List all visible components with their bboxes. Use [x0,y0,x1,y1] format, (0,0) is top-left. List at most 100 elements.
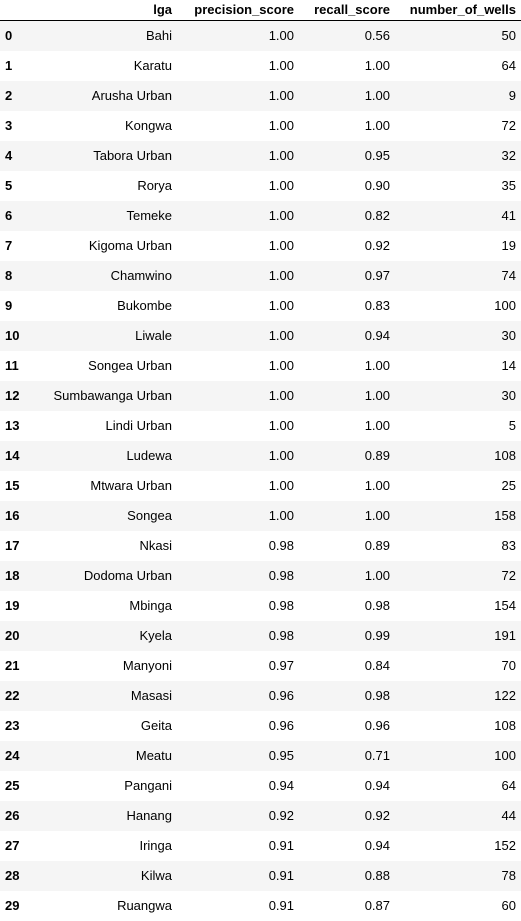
precision-score-cell: 0.98 [177,561,299,591]
table-header: lga precision_score recall_score number_… [0,0,521,21]
lga-cell: Liwale [28,321,177,351]
row-index-cell: 13 [0,411,28,441]
lga-cell: Pangani [28,771,177,801]
row-index-cell: 14 [0,441,28,471]
number-of-wells-cell: 19 [395,231,521,261]
lga-cell: Bukombe [28,291,177,321]
number-of-wells-cell: 50 [395,21,521,52]
row-index-cell: 28 [0,861,28,891]
number-of-wells-cell: 122 [395,681,521,711]
recall-score-cell: 1.00 [299,51,395,81]
recall-score-cell: 1.00 [299,111,395,141]
recall-score-cell: 0.99 [299,621,395,651]
lga-cell: Kongwa [28,111,177,141]
row-index-cell: 9 [0,291,28,321]
lga-cell: Masasi [28,681,177,711]
recall-score-cell: 0.84 [299,651,395,681]
row-index-cell: 15 [0,471,28,501]
number-of-wells-cell: 83 [395,531,521,561]
lga-cell: Mtwara Urban [28,471,177,501]
precision-score-cell: 1.00 [177,231,299,261]
lga-cell: Manyoni [28,651,177,681]
recall-score-cell: 0.98 [299,591,395,621]
header-row: lga precision_score recall_score number_… [0,0,521,21]
precision-score-cell: 0.91 [177,861,299,891]
lga-cell: Ruangwa [28,891,177,921]
precision-score-cell: 0.98 [177,621,299,651]
number-of-wells-cell: 72 [395,561,521,591]
precision-score-cell: 0.98 [177,591,299,621]
precision-score-cell: 1.00 [177,81,299,111]
row-index-cell: 20 [0,621,28,651]
precision-score-cell: 1.00 [177,291,299,321]
number-of-wells-cell: 158 [395,501,521,531]
recall-score-cell: 0.92 [299,801,395,831]
lga-cell: Temeke [28,201,177,231]
precision-score-cell: 1.00 [177,141,299,171]
row-index-cell: 18 [0,561,28,591]
row-index-cell: 7 [0,231,28,261]
lga-cell: Tabora Urban [28,141,177,171]
precision-score-cell: 1.00 [177,51,299,81]
precision-score-cell: 0.95 [177,741,299,771]
row-index-cell: 8 [0,261,28,291]
precision-score-cell: 0.97 [177,651,299,681]
precision-score-cell: 0.96 [177,711,299,741]
recall-score-cell: 1.00 [299,411,395,441]
precision-score-cell: 0.98 [177,531,299,561]
precision-score-cell: 1.00 [177,411,299,441]
precision-score-cell: 0.96 [177,681,299,711]
precision-score-cell: 0.94 [177,771,299,801]
recall-score-cell: 0.98 [299,681,395,711]
number-of-wells-cell: 32 [395,141,521,171]
number-of-wells-cell: 64 [395,771,521,801]
recall-score-cell: 0.83 [299,291,395,321]
number-of-wells-cell: 35 [395,171,521,201]
recall-score-cell: 0.97 [299,261,395,291]
lga-cell: Sumbawanga Urban [28,381,177,411]
precision-score-cell: 0.91 [177,831,299,861]
row-index-cell: 10 [0,321,28,351]
number-of-wells-cell: 154 [395,591,521,621]
recall-score-cell: 0.71 [299,741,395,771]
lga-cell: Arusha Urban [28,81,177,111]
number-of-wells-cell: 30 [395,321,521,351]
recall-score-cell: 0.94 [299,321,395,351]
lga-cell: Iringa [28,831,177,861]
row-index-cell: 17 [0,531,28,561]
lga-cell: Karatu [28,51,177,81]
lga-cell: Rorya [28,171,177,201]
recall-score-cell: 0.90 [299,171,395,201]
number-of-wells-cell: 78 [395,861,521,891]
number-of-wells-cell: 41 [395,201,521,231]
recall-score-cell: 0.56 [299,21,395,52]
number-of-wells-cell: 70 [395,651,521,681]
row-index-cell: 26 [0,801,28,831]
number-of-wells-cell: 100 [395,291,521,321]
number-of-wells-cell: 5 [395,411,521,441]
precision-score-cell: 1.00 [177,21,299,52]
row-index-cell: 1 [0,51,28,81]
lga-cell: Kilwa [28,861,177,891]
precision-score-cell: 1.00 [177,351,299,381]
number-of-wells-cell: 60 [395,891,521,921]
number-of-wells-cell: 44 [395,801,521,831]
number-of-wells-cell: 9 [395,81,521,111]
recall-score-cell: 0.94 [299,831,395,861]
lga-cell: Hanang [28,801,177,831]
